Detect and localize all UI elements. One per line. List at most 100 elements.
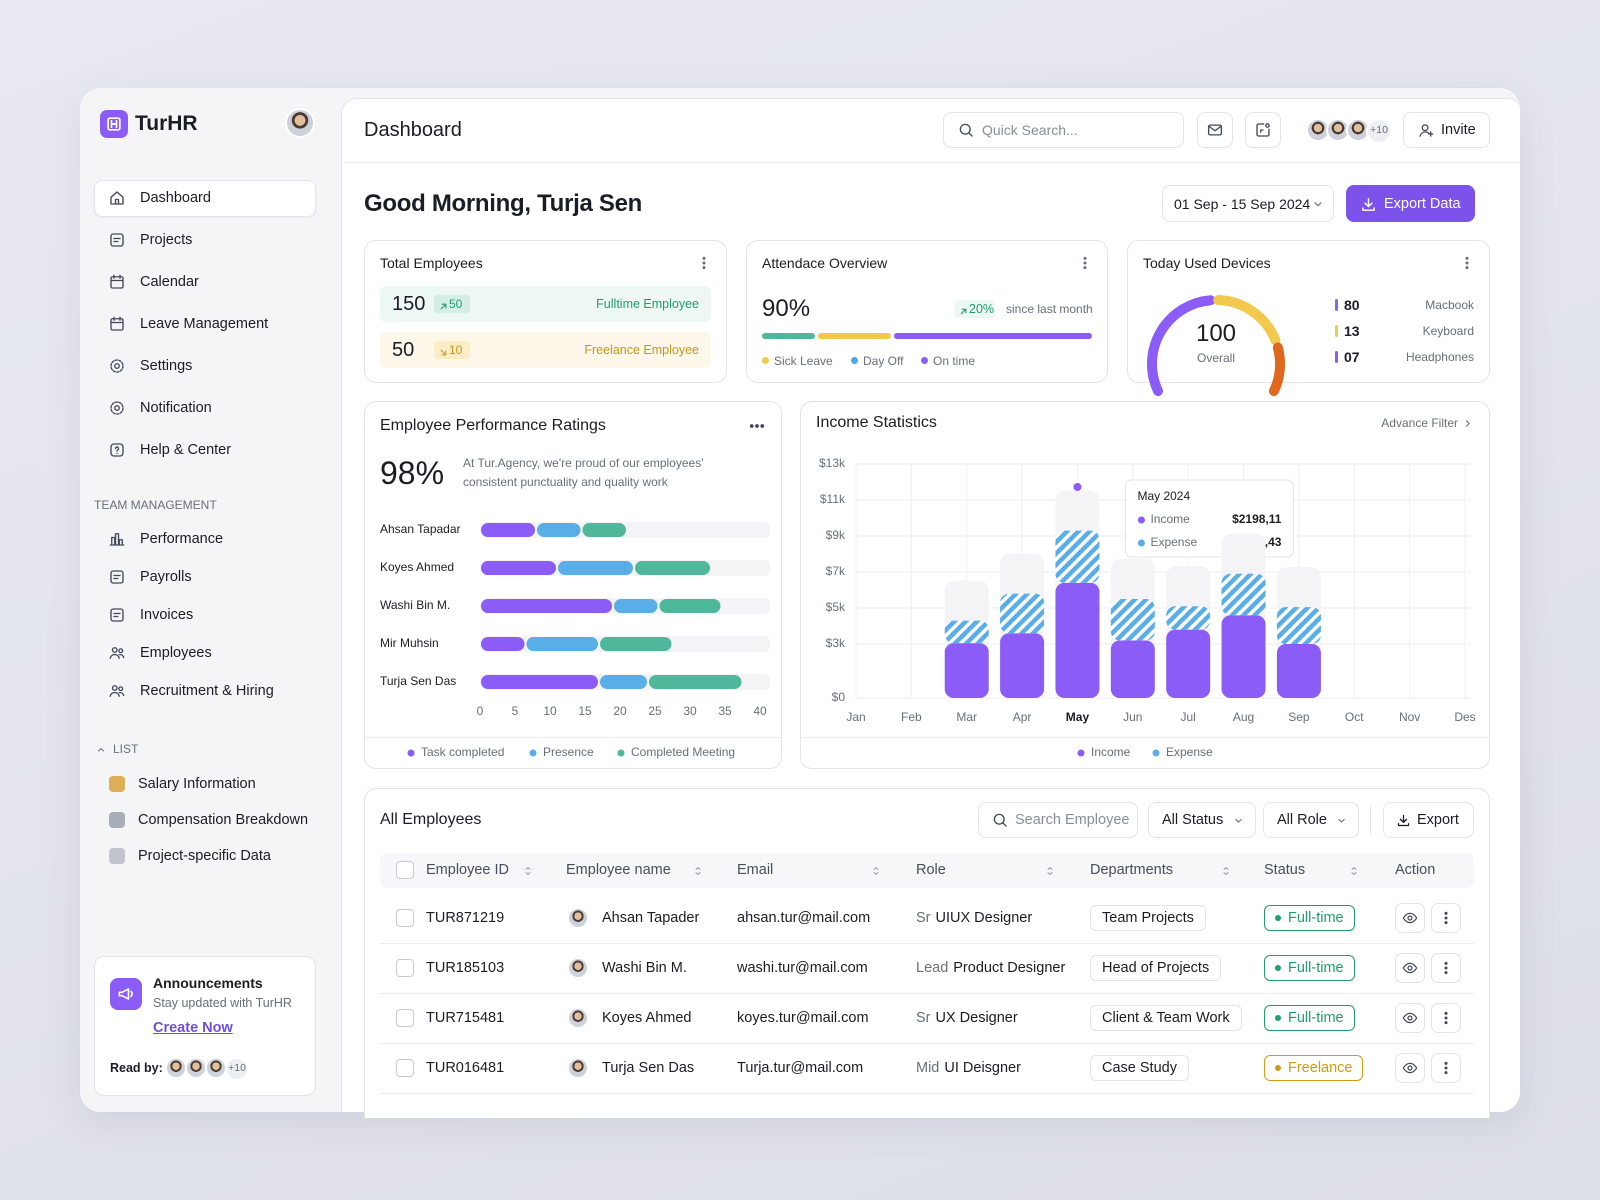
- employee-id: TUR871219: [426, 910, 505, 926]
- icon: [108, 189, 126, 207]
- nav-item[interactable]: Invoices: [140, 607, 194, 623]
- device-marker: [1335, 351, 1338, 363]
- employee-name: Washi Bin M.: [602, 960, 687, 976]
- nav-item[interactable]: Projects: [140, 232, 193, 248]
- avatar: [567, 1007, 589, 1029]
- date-button[interactable]: [1162, 185, 1334, 222]
- icon-part: [1402, 962, 1418, 974]
- icon-part: [110, 233, 124, 247]
- toolbar-divider: [1370, 806, 1371, 834]
- icon-part: [1002, 822, 1007, 827]
- row-divider: [380, 1043, 1474, 1044]
- nav-item[interactable]: Leave Management: [140, 316, 269, 332]
- performance-description: At Tur.Agency, we're proud of our employ…: [463, 456, 704, 489]
- change-badge: [955, 300, 995, 318]
- filter-button[interactable]: [1263, 802, 1359, 838]
- icon-part: [114, 405, 120, 411]
- avatar: [567, 907, 589, 929]
- row-divider: [380, 1093, 1474, 1094]
- icon-part: [440, 349, 446, 355]
- invite-button[interactable]: [1403, 112, 1490, 148]
- icon-part: [109, 685, 125, 697]
- attendance-value: 90%: [762, 295, 811, 322]
- icon: [991, 811, 1009, 829]
- nav-item[interactable]: Employees: [140, 645, 212, 661]
- view-button[interactable]: [1395, 903, 1425, 933]
- icon: [696, 255, 712, 271]
- status-label: Freelance: [1288, 1060, 1353, 1076]
- nav-item[interactable]: Performance: [140, 531, 224, 547]
- row-divider: [380, 993, 1474, 994]
- icon-part: [1444, 1061, 1448, 1075]
- device-count: 80: [1344, 297, 1360, 313]
- view-button[interactable]: [1395, 953, 1425, 983]
- role-cell: Mid UI Deisgner: [916, 1057, 1021, 1079]
- employee-id: TUR185103: [426, 960, 505, 976]
- icon-part: [1402, 1062, 1418, 1074]
- view-button[interactable]: [1395, 1053, 1425, 1083]
- icon-part: [110, 316, 124, 331]
- role-level: Mid: [916, 1060, 940, 1076]
- icon: [1254, 121, 1272, 139]
- nav-item[interactable]: Project-specific Data: [138, 848, 271, 864]
- role-title: UIUX Designer: [935, 910, 1033, 926]
- mail-button[interactable]: [1197, 112, 1233, 148]
- checkbox[interactable]: [396, 1009, 414, 1027]
- more-button[interactable]: [1431, 1053, 1461, 1083]
- icon: [108, 606, 126, 624]
- search-box[interactable]: [978, 802, 1138, 838]
- export-table-button[interactable]: [1383, 802, 1474, 838]
- icon-part: [525, 867, 531, 875]
- icon-part: [1260, 129, 1264, 133]
- employee-name: Koyes Ahmed: [602, 1010, 692, 1026]
- icon-part: [440, 349, 446, 355]
- icon-part: [525, 867, 531, 875]
- nav-item[interactable]: Payrolls: [140, 569, 192, 585]
- icon-part: [959, 123, 973, 137]
- change-value: 20%: [969, 302, 995, 316]
- share-button[interactable]: [1245, 112, 1281, 148]
- icon-part: [1444, 1071, 1448, 1075]
- legend-label: Sick Leave: [774, 354, 833, 368]
- icon: [108, 315, 126, 333]
- attendance-bar: [894, 333, 1092, 339]
- checkbox[interactable]: [396, 861, 414, 879]
- employee-name: Ahsan Tapader: [602, 910, 700, 926]
- icon: [1459, 255, 1475, 271]
- device-marker: [1335, 299, 1338, 311]
- icon: [1335, 814, 1348, 827]
- announcement-link[interactable]: Create Now: [153, 1020, 233, 1036]
- icon-part: [114, 198, 120, 205]
- checkbox[interactable]: [396, 1059, 414, 1077]
- more-button[interactable]: [1431, 903, 1461, 933]
- section-heading: TEAM MANAGEMENT: [94, 498, 217, 512]
- nav-item[interactable]: Dashboard: [140, 190, 211, 206]
- checkbox[interactable]: [396, 909, 414, 927]
- icon-part: [114, 446, 120, 455]
- nav-item[interactable]: Compensation Breakdown: [138, 812, 309, 828]
- icon-part: [110, 191, 124, 205]
- checkbox[interactable]: [396, 959, 414, 977]
- icon-part: [1444, 921, 1448, 925]
- nav-item[interactable]: Calendar: [140, 274, 199, 290]
- icon-part: [1465, 256, 1469, 260]
- search-box[interactable]: [943, 112, 1184, 148]
- nav-item[interactable]: Salary Information: [138, 776, 256, 792]
- status-dot: [1275, 915, 1281, 921]
- more-button[interactable]: [1431, 953, 1461, 983]
- section-heading: LIST: [113, 742, 139, 756]
- icon-part: [1351, 867, 1357, 875]
- icon-part: [114, 363, 120, 369]
- nav-item[interactable]: Notification: [140, 400, 212, 416]
- icon-part: [110, 401, 124, 415]
- icon-part: [702, 256, 706, 260]
- employee-email: koyes.tur@mail.com: [737, 1010, 869, 1026]
- nav-item[interactable]: Settings: [140, 358, 193, 374]
- nav-item[interactable]: Help & Center: [140, 442, 232, 458]
- nav-item[interactable]: Recruitment & Hiring: [140, 683, 274, 699]
- view-button[interactable]: [1395, 1003, 1425, 1033]
- advance-filter[interactable]: Advance Filter: [1381, 416, 1458, 430]
- icon: [957, 121, 975, 139]
- filter-button[interactable]: [1148, 802, 1256, 838]
- more-button[interactable]: [1431, 1003, 1461, 1033]
